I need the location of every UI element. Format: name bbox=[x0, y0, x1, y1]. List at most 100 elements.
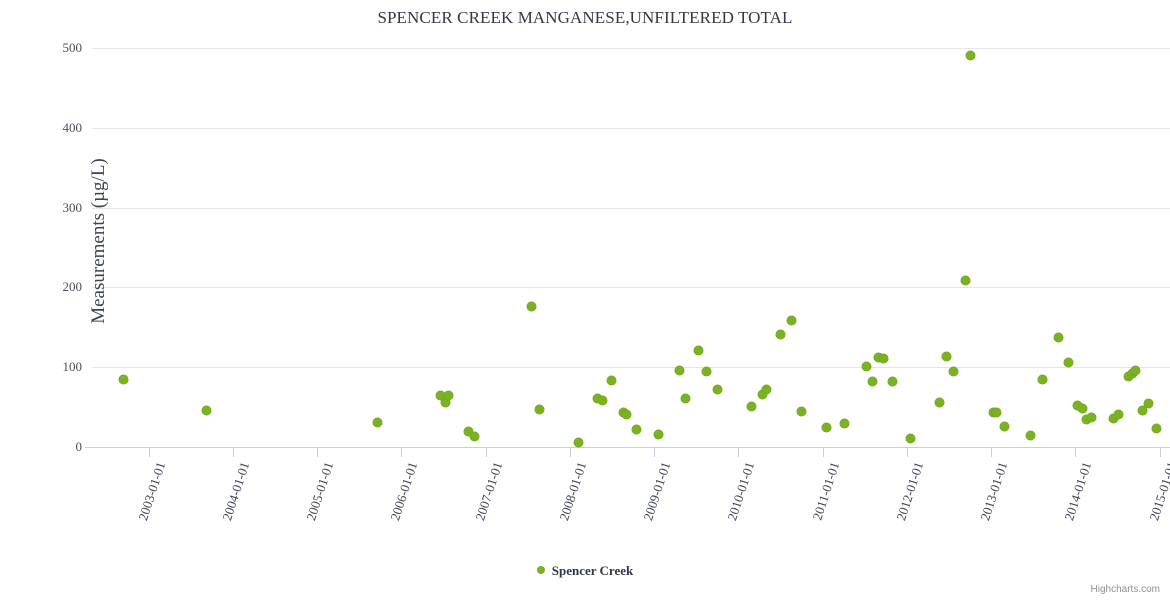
y-axis-tick-label: 300 bbox=[62, 199, 83, 215]
plot-area[interactable]: 0 100 200 300 400 500 Measurements (µg/L) 200… bbox=[63, 41, 1170, 522]
data-point[interactable] bbox=[701, 367, 711, 377]
y-axis-tick-label: 400 bbox=[62, 119, 83, 135]
data-point[interactable] bbox=[574, 437, 584, 447]
data-point[interactable] bbox=[712, 385, 722, 395]
data-point[interactable] bbox=[960, 275, 970, 285]
data-point[interactable] bbox=[1086, 412, 1096, 422]
data-point[interactable] bbox=[1063, 357, 1073, 367]
x-axis-tick-mark bbox=[401, 448, 403, 457]
y-axis-tick-label: 200 bbox=[62, 279, 83, 295]
gridline bbox=[92, 367, 1170, 369]
x-axis-tick-label: 2009-01-01 bbox=[640, 460, 674, 523]
y-axis-title: Measurements (µg/L) bbox=[88, 158, 109, 324]
x-axis-tick-mark bbox=[485, 448, 487, 457]
data-point[interactable] bbox=[444, 391, 454, 401]
data-point[interactable] bbox=[1144, 399, 1154, 409]
gridline bbox=[92, 207, 1170, 209]
x-axis-tick-mark bbox=[991, 448, 993, 457]
data-point[interactable] bbox=[1138, 405, 1148, 415]
data-point[interactable] bbox=[992, 408, 1002, 418]
x-axis-tick-mark bbox=[232, 448, 234, 457]
data-point[interactable] bbox=[202, 405, 212, 415]
data-point[interactable] bbox=[654, 429, 664, 439]
data-point[interactable] bbox=[680, 393, 690, 403]
data-point[interactable] bbox=[464, 427, 474, 437]
data-point[interactable] bbox=[1078, 404, 1088, 414]
chart-legend[interactable]: Spencer Creek bbox=[0, 562, 1170, 579]
legend-item-spencer-creek[interactable]: Spencer Creek bbox=[551, 563, 634, 579]
data-point[interactable] bbox=[119, 374, 129, 384]
data-point[interactable] bbox=[373, 417, 383, 427]
gridline bbox=[92, 48, 1170, 49]
data-point[interactable] bbox=[436, 390, 446, 400]
data-point[interactable] bbox=[1131, 365, 1141, 375]
data-point[interactable] bbox=[674, 365, 684, 375]
data-point[interactable] bbox=[1025, 431, 1035, 441]
x-axis-tick-label: 2008-01-01 bbox=[556, 460, 590, 523]
x-axis-tick-label: 2012-01-01 bbox=[893, 460, 927, 523]
data-point[interactable] bbox=[622, 409, 632, 419]
data-point[interactable] bbox=[747, 401, 757, 411]
data-point[interactable] bbox=[757, 389, 767, 399]
legend-marker-icon bbox=[536, 566, 545, 575]
data-point[interactable] bbox=[1108, 413, 1118, 423]
data-point[interactable] bbox=[1000, 421, 1010, 431]
data-point[interactable] bbox=[470, 432, 480, 442]
data-point[interactable] bbox=[934, 397, 944, 407]
data-point[interactable] bbox=[762, 385, 772, 395]
chart-title: SPENCER CREEK MANGANESE,UNFILTERED TOTAL bbox=[377, 8, 793, 27]
data-point[interactable] bbox=[597, 396, 607, 406]
data-point[interactable] bbox=[867, 377, 877, 387]
x-axis-tick-label: 2013-01-01 bbox=[977, 460, 1011, 523]
data-point[interactable] bbox=[941, 351, 951, 361]
data-point[interactable] bbox=[966, 51, 976, 61]
data-point[interactable] bbox=[878, 353, 888, 363]
x-axis-tick-mark bbox=[569, 448, 571, 457]
x-axis-tick-label: 2006-01-01 bbox=[387, 460, 421, 523]
data-point[interactable] bbox=[631, 424, 641, 434]
x-axis-tick-label: 2010-01-01 bbox=[724, 460, 758, 523]
data-point[interactable] bbox=[607, 376, 617, 386]
y-axis-tick-label: 500 bbox=[62, 40, 83, 55]
x-axis-tick-mark bbox=[654, 448, 656, 457]
x-axis-tick-mark bbox=[148, 448, 150, 457]
y-axis-tick-label: 100 bbox=[62, 359, 83, 375]
data-point[interactable] bbox=[775, 329, 785, 339]
data-point[interactable] bbox=[787, 316, 797, 326]
data-point[interactable] bbox=[440, 397, 450, 407]
gridline bbox=[92, 127, 1170, 129]
data-point[interactable] bbox=[948, 366, 958, 376]
data-point[interactable] bbox=[1152, 424, 1162, 434]
x-axis-tick-label: 2005-01-01 bbox=[303, 460, 337, 523]
x-axis-tick-mark bbox=[738, 448, 740, 457]
data-point[interactable] bbox=[905, 433, 915, 443]
data-point[interactable] bbox=[822, 423, 832, 433]
gridline bbox=[92, 287, 1170, 289]
data-point[interactable] bbox=[861, 361, 871, 371]
x-axis-tick-label: 2004-01-01 bbox=[218, 460, 252, 523]
data-point[interactable] bbox=[839, 418, 849, 428]
data-point[interactable] bbox=[1113, 409, 1123, 419]
data-point[interactable] bbox=[888, 377, 898, 387]
data-point[interactable] bbox=[796, 406, 806, 416]
x-axis-tick-label: 2007-01-01 bbox=[471, 460, 505, 523]
x-axis-tick-mark bbox=[317, 448, 319, 457]
x-axis-tick-mark bbox=[1075, 448, 1077, 457]
data-point[interactable] bbox=[1037, 375, 1047, 385]
y-axis-tick-label: 0 bbox=[75, 439, 83, 454]
x-axis-tick-label: 2011-01-01 bbox=[808, 460, 842, 522]
highcharts-credits[interactable]: Highcharts.com bbox=[1090, 584, 1160, 595]
data-point[interactable] bbox=[1072, 401, 1082, 410]
data-point[interactable] bbox=[693, 345, 703, 355]
x-axis-line bbox=[85, 447, 1170, 448]
x-axis-tick-mark bbox=[822, 448, 824, 457]
x-axis-tick-mark bbox=[1159, 448, 1161, 457]
data-point[interactable] bbox=[527, 302, 537, 312]
data-point[interactable] bbox=[1054, 333, 1064, 343]
data-point[interactable] bbox=[535, 404, 545, 414]
x-axis-tick-mark bbox=[906, 448, 908, 457]
x-axis-tick-label: 2003-01-01 bbox=[134, 460, 168, 523]
x-axis-tick-label: 2015-01-01 bbox=[1145, 460, 1170, 523]
x-axis-tick-label: 2014-01-01 bbox=[1061, 460, 1095, 523]
